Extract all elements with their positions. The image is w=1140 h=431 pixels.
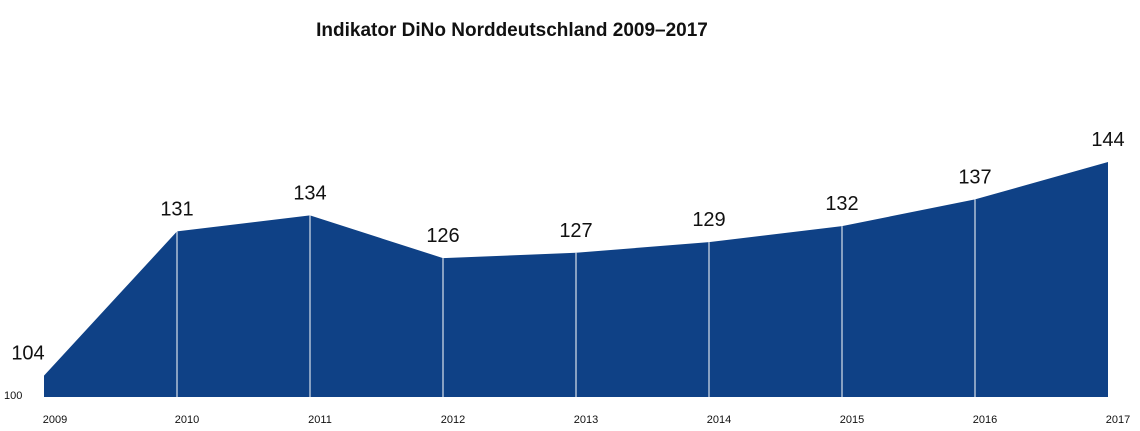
value-label-2017: 144 [1091, 129, 1124, 151]
value-label-2010: 131 [160, 198, 193, 220]
tick-label-2016: 2016 [973, 414, 997, 426]
value-labels: 104 131 134 126 127 129 132 137 144 [11, 129, 1124, 365]
value-label-2014: 129 [692, 209, 725, 231]
year-separators [176, 199, 976, 397]
value-label-2015: 132 [825, 193, 858, 215]
chart-title: Indikator DiNo Norddeutschland 2009–2017 [316, 20, 708, 41]
tick-label-2014: 2014 [707, 414, 731, 426]
value-label-2009: 104 [11, 343, 44, 365]
tick-label-2015: 2015 [840, 414, 864, 426]
value-label-2013: 127 [559, 220, 592, 242]
tick-label-2009: 2009 [43, 414, 67, 426]
tick-label-2011: 2011 [308, 414, 332, 426]
value-label-2011: 134 [293, 182, 326, 204]
value-label-2012: 126 [426, 225, 459, 247]
value-label-2016: 137 [958, 166, 991, 188]
tick-label-2010: 2010 [175, 414, 199, 426]
x-tick-labels: 2009 2010 2011 2012 2013 2014 2015 2016 2017 [43, 414, 1130, 426]
tick-label-2013: 2013 [574, 414, 598, 426]
tick-label-2012: 2012 [441, 414, 465, 426]
tick-label-2017: 2017 [1106, 414, 1130, 426]
baseline-label: 100 [4, 390, 22, 402]
